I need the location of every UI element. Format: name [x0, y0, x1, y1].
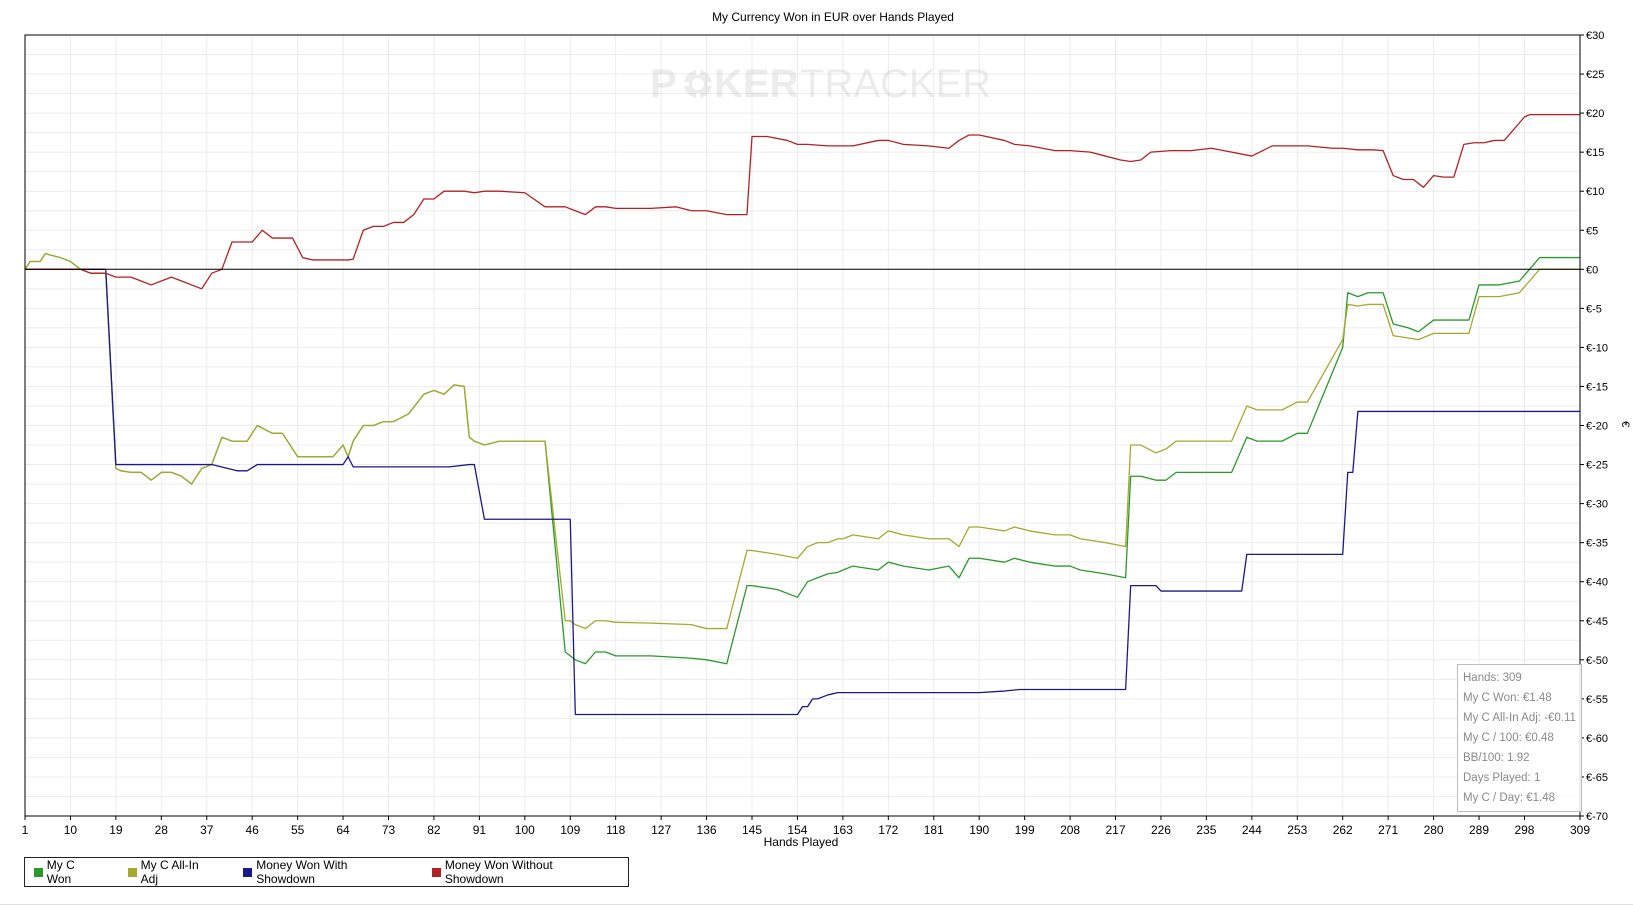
x-tick-label: 109: [560, 823, 580, 837]
poker-chip-icon: [684, 70, 712, 98]
y-axis-ticks: €30 €25 €20 €15 €10 €5 €0 €-5 €-10 €-15 €-20 €-25 €-…: [1580, 30, 1608, 823]
x-tick-label: 253: [1287, 823, 1307, 837]
x-axis-ticks: 1 10 19 28 37 46 55 64 73 82 91 100 109 118 127 136 145 1…: [22, 816, 1590, 837]
legend-label: My C Won: [46, 858, 75, 886]
x-tick-label: 118: [606, 823, 625, 837]
x-tick-label: 172: [878, 823, 898, 837]
x-tick-label: 64: [336, 823, 350, 837]
y-tick-label: €-10: [1586, 342, 1608, 354]
stats-per-day: My C / Day: €1.48: [1463, 792, 1556, 804]
y-tick-label: €30: [1586, 30, 1604, 42]
stats-bb-100: BB/100: 1.92: [1463, 752, 1530, 764]
x-tick-label: 100: [515, 823, 535, 837]
x-tick-label: 91: [473, 823, 487, 837]
legend-swatch-money-won-without-showdown: [432, 867, 441, 877]
x-tick-label: 289: [1469, 823, 1489, 837]
x-tick-label: 244: [1242, 823, 1262, 837]
x-tick-label: 298: [1514, 823, 1534, 837]
y-tick-label: €-50: [1586, 655, 1608, 667]
series-line-money-won-with-showdown: [25, 268, 1580, 716]
legend-item-money-won-with-showdown[interactable]: Money Won With Showdown: [243, 858, 405, 886]
legend-label: Money Won With Showdown: [256, 858, 348, 886]
x-tick-label: 82: [427, 823, 441, 837]
x-tick-label: 10: [64, 823, 78, 837]
y-tick-label: €-65: [1586, 772, 1608, 784]
x-tick-label: 280: [1424, 823, 1444, 837]
y-tick-label: €25: [1586, 69, 1604, 81]
stats-per-100: My C / 100: €0.48: [1463, 732, 1554, 744]
y-tick-label: €20: [1586, 108, 1604, 120]
y-tick-label: €-25: [1586, 460, 1608, 472]
stats-won: My C Won: €1.48: [1463, 692, 1552, 704]
series-lines: [24, 114, 1580, 716]
x-tick-label: 73: [382, 823, 396, 837]
y-tick-label: €5: [1586, 225, 1598, 237]
y-tick-label: €0: [1586, 264, 1598, 276]
watermark-text-ker: KER: [714, 62, 799, 106]
legend-swatch-my-c-won: [34, 867, 43, 877]
x-tick-label: 55: [291, 823, 305, 837]
y-tick-label: €-20: [1586, 421, 1608, 433]
x-tick-label: 37: [200, 823, 214, 837]
chart-legend: My C Won My C All-In Adj Money Won With …: [24, 857, 629, 887]
watermark-text-tracker: TRACKER: [800, 62, 991, 106]
x-tick-label: 217: [1106, 823, 1126, 837]
x-tick-label: 309: [1570, 823, 1590, 837]
x-axis-label: Hands Played: [764, 835, 839, 849]
legend-item-my-c-all-in-adj[interactable]: My C All-In Adj: [127, 858, 217, 886]
stats-allin-adj: My C All-In Adj: -€0.11: [1463, 712, 1576, 724]
series-line-money-won-without-showdown: [25, 114, 1580, 290]
legend-swatch-money-won-with-showdown: [243, 867, 253, 877]
y-tick-label: €-55: [1586, 694, 1608, 706]
stats-hands: Hands: 309: [1463, 672, 1522, 684]
y-tick-label: €-5: [1586, 303, 1602, 315]
legend-item-money-won-without-showdown[interactable]: Money Won Without Showdown: [432, 858, 610, 886]
legend-label: My C All-In Adj: [140, 858, 199, 886]
y-tick-label: €-60: [1586, 733, 1608, 745]
y-tick-label: €-15: [1586, 381, 1608, 393]
y-tick-label: €-70: [1586, 811, 1608, 823]
x-tick-label: 181: [924, 823, 944, 837]
x-tick-label: 271: [1378, 823, 1398, 837]
stats-summary-box: Hands: 309 My C Won: €1.48 My C All-In A…: [1457, 664, 1582, 812]
legend-swatch-my-c-all-in-adj: [127, 867, 137, 877]
y-tick-label: €-45: [1586, 616, 1608, 628]
y-tick-label: €-40: [1586, 577, 1608, 589]
x-tick-label: 1: [22, 823, 29, 837]
y-tick-label: €15: [1586, 147, 1604, 159]
series-line-my-c-all-in-adj: [24, 253, 1580, 630]
chart-title: My Currency Won in EUR over Hands Played: [712, 10, 954, 24]
x-tick-label: 28: [155, 823, 169, 837]
x-tick-label: 136: [697, 823, 717, 837]
x-tick-label: 127: [651, 823, 671, 837]
x-tick-label: 199: [1015, 823, 1035, 837]
y-tick-label: €-35: [1586, 538, 1608, 550]
x-tick-label: 154: [787, 823, 807, 837]
legend-item-my-c-won[interactable]: My C Won: [34, 858, 101, 886]
pokertracker-watermark: P KER TRACKER: [650, 62, 991, 106]
y-tick-label: €10: [1586, 186, 1604, 198]
gridlines: [24, 34, 1581, 817]
x-tick-label: 208: [1060, 823, 1080, 837]
stats-days-played: Days Played: 1: [1463, 772, 1541, 784]
watermark-text-p: P: [650, 62, 677, 106]
y-tick-label: €-30: [1586, 499, 1608, 511]
x-tick-label: 145: [742, 823, 762, 837]
x-tick-label: 163: [833, 823, 853, 837]
x-tick-label: 235: [1196, 823, 1216, 837]
legend-label: Money Won Without Showdown: [444, 858, 553, 886]
x-tick-label: 226: [1151, 823, 1171, 837]
x-tick-label: 46: [246, 823, 260, 837]
x-tick-label: 262: [1333, 823, 1353, 837]
y-axis-label: €: [1619, 421, 1631, 427]
x-tick-label: 190: [969, 823, 989, 837]
x-tick-label: 19: [109, 823, 123, 837]
